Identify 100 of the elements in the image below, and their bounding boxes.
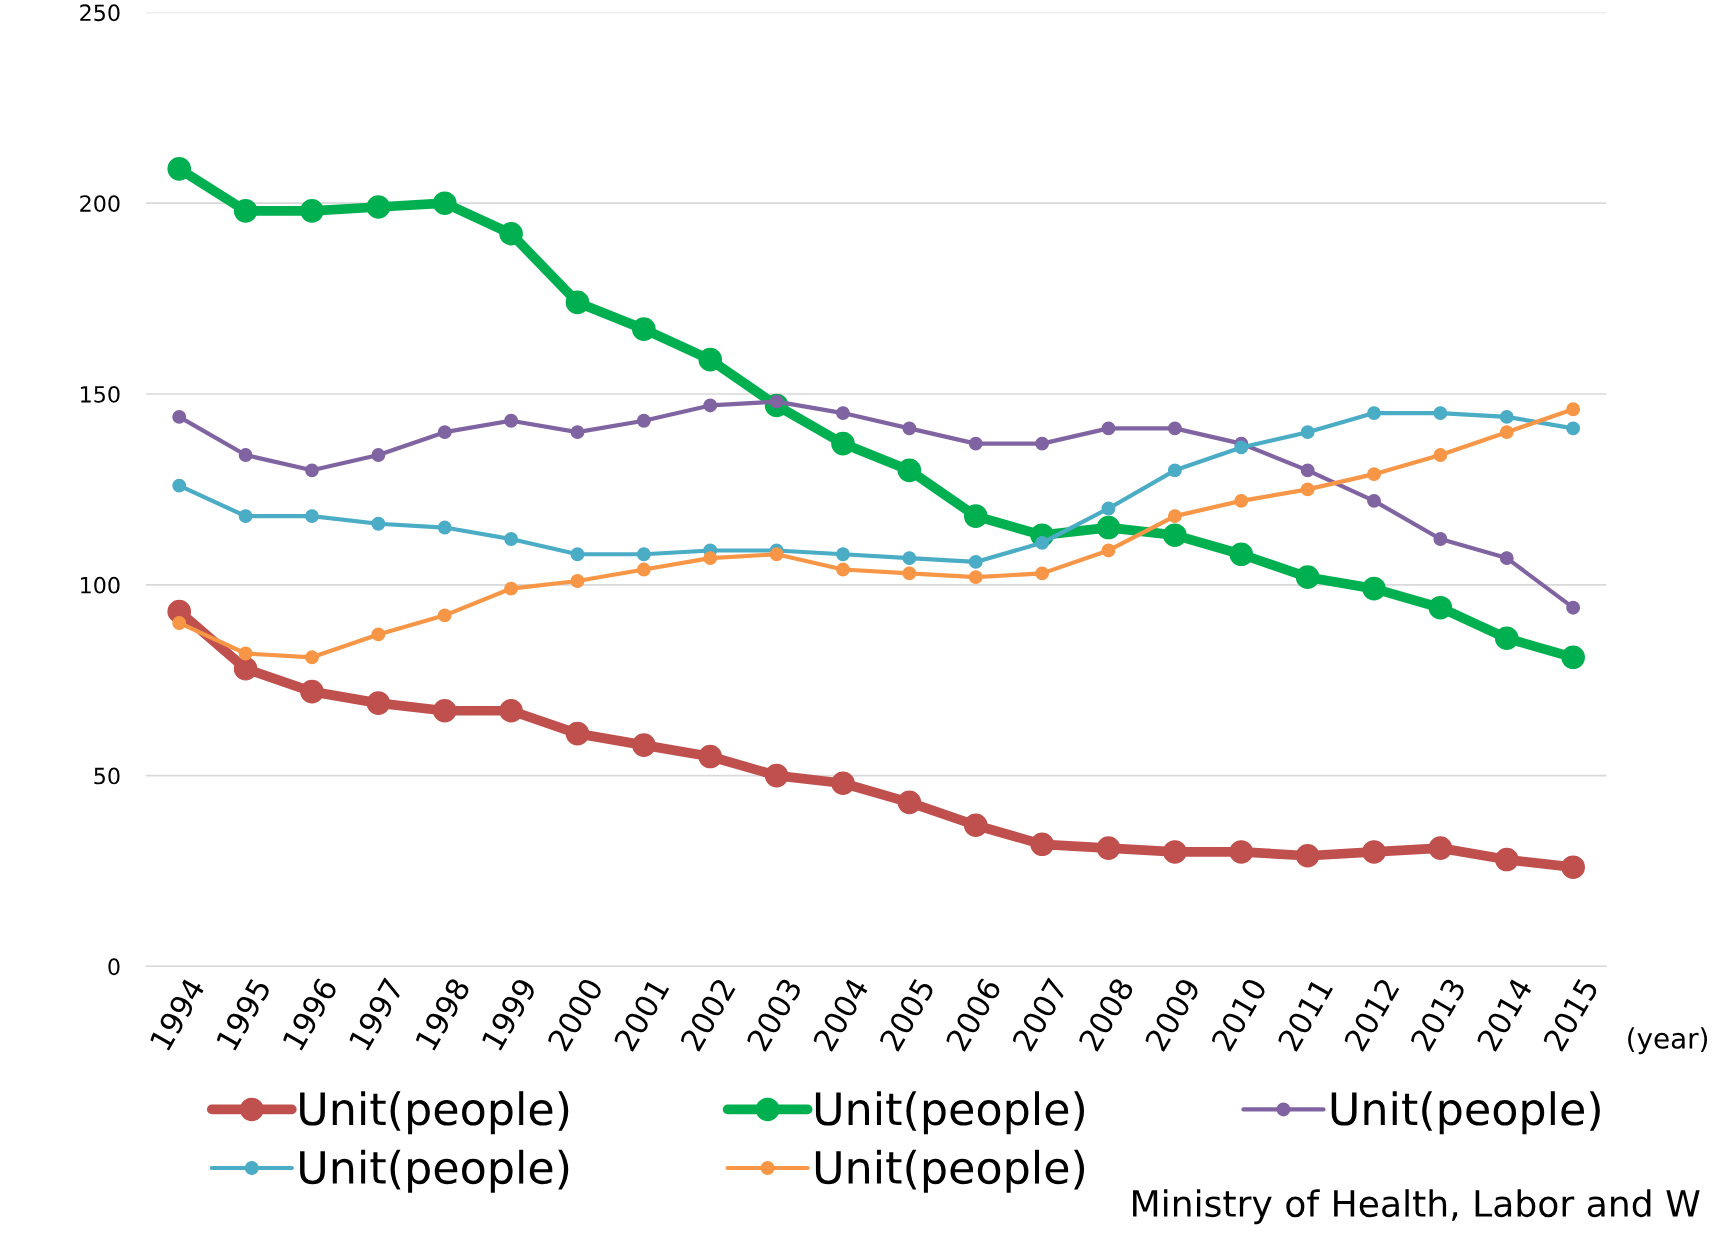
y-tick-label: 100 [81,576,120,594]
point [1433,532,1448,546]
point [238,646,253,661]
point [963,504,988,528]
point [305,463,319,478]
point [1035,566,1050,581]
point [1367,493,1381,508]
point [1433,448,1448,463]
point [632,733,656,757]
point [167,157,192,181]
point [1229,840,1254,864]
point [769,547,784,562]
point [1163,523,1187,548]
point [1561,855,1585,880]
point [1101,421,1116,436]
point [1295,565,1320,589]
point [371,448,386,463]
point [1167,463,1182,478]
point [1494,626,1519,651]
point [437,520,452,535]
point [437,608,452,623]
point [1300,482,1315,497]
legend-label: Unit(people) [815,1149,1085,1193]
point [703,551,718,566]
point [300,679,324,704]
point [1300,425,1315,440]
y-tick-label: 150 [81,385,120,403]
point [1101,501,1116,516]
point [1096,515,1121,540]
point [1096,836,1121,860]
point [1300,463,1315,478]
point [1561,645,1585,670]
point [897,458,922,483]
y-tick-label: 250 [80,4,120,22]
point [305,650,319,665]
point [172,616,187,630]
point [968,436,983,451]
point [1101,543,1116,558]
point [238,509,253,524]
point [499,698,523,723]
point [1035,535,1050,550]
point [233,656,258,681]
point [1566,421,1581,436]
point [1295,843,1320,868]
point [504,413,519,428]
point [1367,406,1381,421]
legend-label: Unit(people) [300,1149,569,1193]
point [565,290,590,315]
point [698,347,723,372]
point [902,566,917,581]
point [371,627,386,642]
text: (year) [1628,1027,1708,1055]
point [570,547,585,562]
point [636,413,651,428]
point [504,532,519,546]
point [432,191,457,216]
point [1428,836,1453,860]
point [636,547,651,562]
point [831,771,855,796]
y-tick-label: 50 [94,767,120,785]
y-tick-label: 0 [108,958,120,976]
point [836,562,850,577]
point [1566,402,1581,417]
point [1433,406,1448,421]
point [366,691,391,715]
point [968,554,983,569]
point [437,425,452,440]
point [703,398,718,413]
point [1234,440,1249,455]
legend-label: Unit(people) [815,1091,1085,1135]
point [632,317,656,341]
point [1163,840,1187,864]
point [1035,436,1050,451]
point [305,509,319,524]
point [238,448,253,463]
point [764,763,789,788]
y-tick-label: 200 [80,195,120,212]
point [1229,542,1254,567]
text: Ministry of Health, Labor and W [1133,1189,1700,1225]
point [1030,832,1054,857]
point [366,195,391,219]
point [1499,409,1514,424]
point [172,409,187,424]
point [172,478,187,493]
point [836,406,850,421]
point [1499,425,1514,440]
point [1167,509,1182,524]
point [570,425,585,440]
point [1428,595,1453,620]
point [233,199,258,223]
legend-label: Unit(people) [1331,1091,1600,1135]
point [504,581,519,596]
point [1566,600,1581,615]
point [1499,551,1514,566]
point [836,547,850,562]
point [1367,467,1381,482]
point [432,698,457,723]
point [636,562,651,577]
point [897,790,922,815]
point [1494,847,1519,872]
